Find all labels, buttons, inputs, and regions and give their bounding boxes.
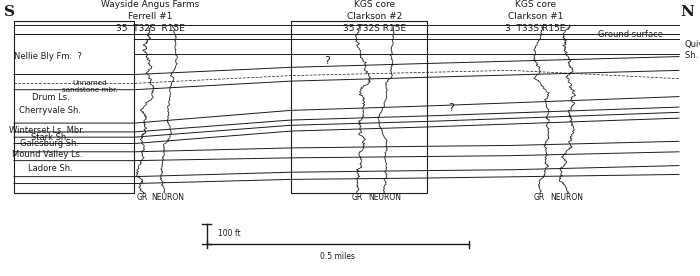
Text: GR: GR [351, 193, 363, 202]
Text: GR: GR [136, 193, 148, 202]
Text: GR: GR [533, 193, 545, 202]
Text: NEURON: NEURON [368, 193, 402, 202]
Text: N: N [680, 6, 694, 19]
Text: NEURON: NEURON [151, 193, 185, 202]
Text: Cherryvale Sh.: Cherryvale Sh. [20, 106, 81, 115]
Text: ?: ? [325, 56, 330, 66]
Text: S: S [4, 6, 15, 19]
Text: Ladore Sh.: Ladore Sh. [28, 164, 73, 173]
Bar [14, 21, 134, 193]
Text: Unnamed
sandstone mbr.: Unnamed sandstone mbr. [62, 80, 118, 93]
Text: 0.5 miles: 0.5 miles [321, 252, 355, 261]
Text: Stark Sh.: Stark Sh. [32, 133, 69, 142]
Bar [290, 21, 427, 193]
Text: Drum Ls.: Drum Ls. [32, 93, 69, 102]
Text: Nellie Bly Fm.  ?: Nellie Bly Fm. ? [14, 52, 81, 61]
Text: KGS core
Clarkson #1
3  T33S R15E: KGS core Clarkson #1 3 T33S R15E [505, 0, 566, 33]
Text: Wayside Angus Farms
Ferrell #1
35  T32S  R15E: Wayside Angus Farms Ferrell #1 35 T32S R… [102, 0, 200, 33]
Text: Winterset Ls. Mbr.: Winterset Ls. Mbr. [9, 126, 85, 135]
Text: Quivira
Sh. ?: Quivira Sh. ? [685, 40, 700, 60]
Text: Ground surface: Ground surface [598, 30, 664, 39]
Text: ?: ? [449, 103, 454, 113]
Text: 100 ft: 100 ft [218, 229, 241, 238]
Text: Galesburg Sh.: Galesburg Sh. [20, 139, 78, 148]
Text: NEURON: NEURON [550, 193, 584, 202]
Text: Mound Valley Ls.: Mound Valley Ls. [12, 150, 82, 159]
Text: KGS core
Clarkson #2
35 T32S R15E: KGS core Clarkson #2 35 T32S R15E [343, 0, 406, 33]
